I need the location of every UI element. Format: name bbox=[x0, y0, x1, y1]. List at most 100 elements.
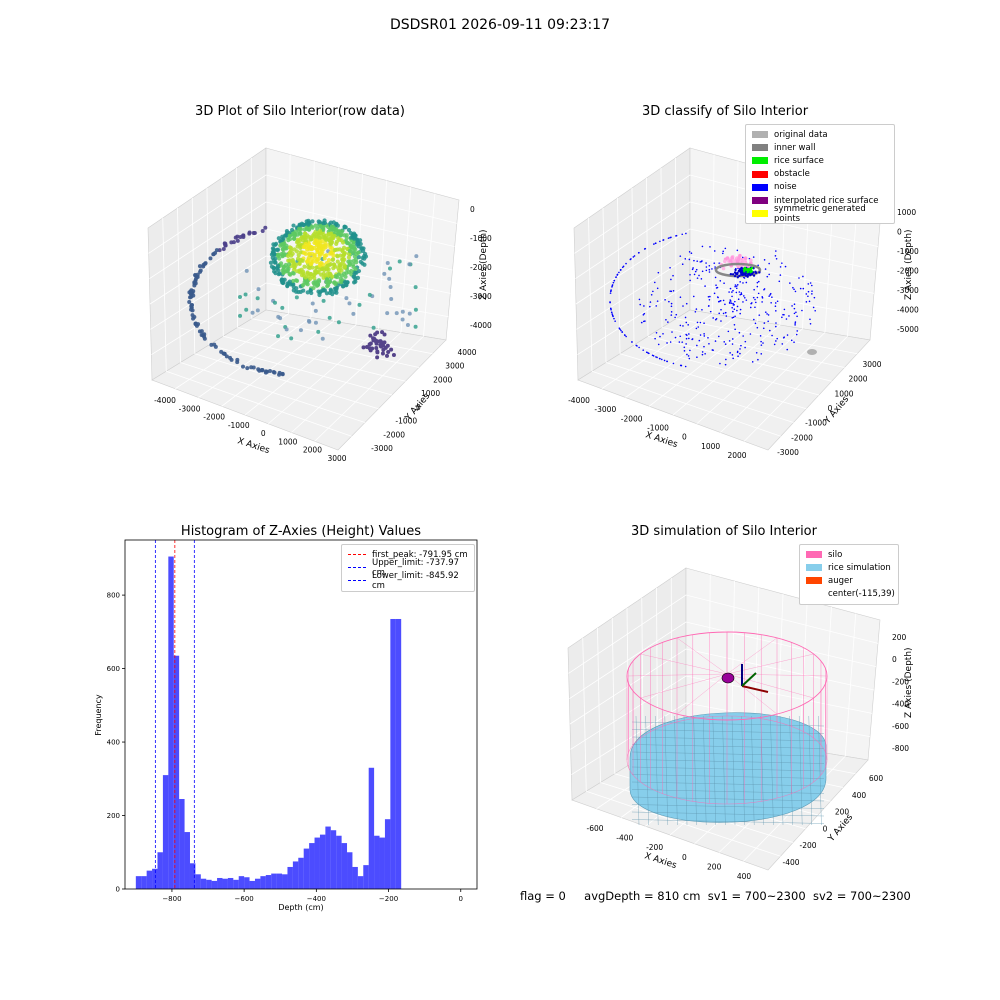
noise-point bbox=[717, 335, 720, 338]
noise-point bbox=[799, 287, 802, 290]
tick-label: -200 bbox=[646, 843, 663, 852]
noise-point bbox=[679, 324, 682, 327]
tick-label: 2000 bbox=[848, 375, 867, 384]
noise-point bbox=[757, 292, 760, 295]
noise-point bbox=[794, 290, 797, 293]
legend-item: silo bbox=[806, 548, 892, 561]
noise-point bbox=[722, 250, 725, 253]
data-point bbox=[347, 301, 352, 306]
data-point bbox=[231, 240, 236, 245]
noise-point bbox=[728, 340, 731, 342]
noise-point bbox=[619, 269, 622, 271]
noise-point bbox=[718, 312, 720, 315]
noise-point bbox=[708, 271, 711, 273]
tick-label: 0 bbox=[828, 404, 833, 413]
x-tick-label: 0 bbox=[459, 895, 463, 903]
noise-point bbox=[657, 271, 660, 274]
noise-point bbox=[746, 274, 749, 278]
noise-point bbox=[701, 260, 703, 262]
data-point bbox=[362, 262, 367, 267]
data-point bbox=[250, 310, 255, 315]
noise-point bbox=[719, 362, 721, 365]
data-point bbox=[297, 269, 302, 274]
data-point bbox=[330, 257, 335, 262]
noise-point bbox=[724, 363, 727, 366]
noise-point bbox=[662, 239, 665, 241]
noise-point bbox=[691, 268, 694, 271]
data-point bbox=[354, 270, 359, 275]
noise-point bbox=[745, 299, 748, 301]
tick-label: -800 bbox=[892, 744, 909, 753]
data-point bbox=[211, 252, 216, 257]
classify-point-cloud bbox=[609, 232, 817, 368]
histogram-bar bbox=[357, 876, 364, 889]
noise-point bbox=[685, 343, 687, 345]
data-point bbox=[320, 336, 325, 341]
noise-point bbox=[688, 337, 690, 340]
data-point bbox=[343, 225, 348, 230]
data-point bbox=[217, 248, 222, 253]
histogram-bar bbox=[173, 655, 180, 889]
noise-point bbox=[623, 334, 626, 336]
data-point bbox=[303, 241, 308, 247]
tick-label: 0 bbox=[261, 429, 266, 438]
symmetric-point bbox=[749, 258, 753, 263]
noise-point bbox=[675, 234, 678, 237]
data-point bbox=[336, 320, 341, 325]
mesh-line bbox=[674, 715, 678, 826]
data-point bbox=[313, 223, 318, 228]
silo-roof-wire bbox=[640, 653, 728, 675]
histogram-bar bbox=[233, 879, 239, 889]
legend-item: interpolated rice surface bbox=[752, 194, 888, 207]
legend-swatch bbox=[752, 183, 768, 191]
data-point bbox=[298, 231, 303, 236]
tick-label: 1000 bbox=[421, 389, 440, 398]
data-point bbox=[355, 275, 361, 280]
noise-point bbox=[705, 262, 707, 264]
noise-point bbox=[738, 274, 741, 278]
data-point bbox=[285, 265, 290, 270]
raw-zlabel: Z Axies (Depth) bbox=[479, 229, 489, 300]
tick-label: 200 bbox=[892, 633, 907, 642]
noise-point bbox=[705, 269, 708, 272]
data-point bbox=[276, 334, 281, 339]
mesh-line bbox=[808, 715, 812, 826]
histogram-bar bbox=[298, 857, 304, 889]
noise-point bbox=[794, 324, 796, 326]
data-point bbox=[328, 287, 333, 292]
legend-swatch bbox=[806, 590, 822, 598]
tick-label: -4000 bbox=[897, 306, 919, 315]
data-point bbox=[307, 251, 312, 256]
data-point bbox=[272, 300, 277, 305]
noise-point bbox=[717, 296, 719, 299]
data-point bbox=[397, 259, 402, 264]
noise-point bbox=[714, 266, 716, 268]
axis-arrow bbox=[741, 672, 757, 687]
tick-label: -600 bbox=[586, 824, 603, 833]
noise-point bbox=[724, 303, 726, 306]
data-point bbox=[291, 232, 296, 237]
noise-point bbox=[742, 335, 744, 337]
data-point bbox=[364, 344, 369, 349]
data-point bbox=[339, 238, 344, 243]
data-point bbox=[327, 315, 332, 320]
tick-label: -3000 bbox=[897, 286, 919, 295]
data-point bbox=[315, 226, 320, 231]
noise-point bbox=[621, 331, 624, 333]
tick-label: -2000 bbox=[470, 263, 492, 272]
data-point bbox=[294, 249, 300, 254]
data-point bbox=[388, 266, 393, 271]
noise-point bbox=[723, 282, 725, 285]
data-point bbox=[310, 301, 315, 306]
noise-point bbox=[736, 305, 739, 308]
tick-label: 4000 bbox=[457, 348, 476, 357]
data-point bbox=[342, 280, 347, 285]
noise-point bbox=[731, 306, 733, 309]
data-point bbox=[336, 268, 342, 273]
noise-point bbox=[718, 262, 721, 264]
noise-point bbox=[763, 259, 766, 261]
data-point bbox=[385, 311, 390, 316]
data-point bbox=[304, 281, 309, 286]
noise-point bbox=[709, 310, 712, 313]
histogram-bar bbox=[384, 819, 391, 889]
